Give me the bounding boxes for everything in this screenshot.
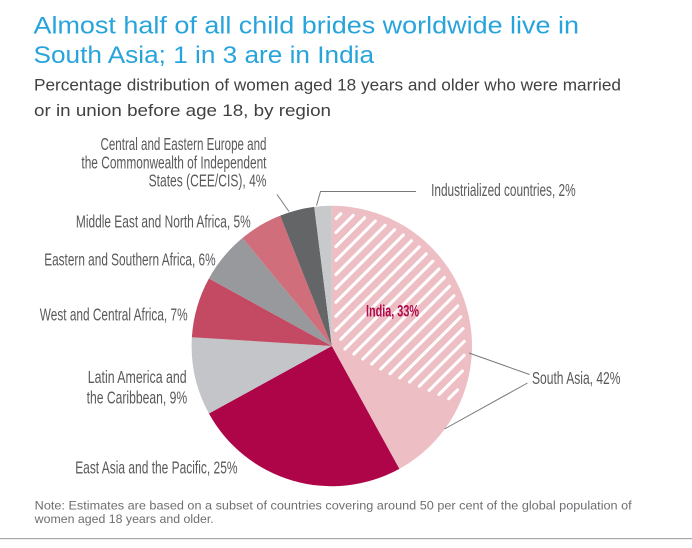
svg-text:Industrialized countries, 2%: Industrialized countries, 2%: [431, 180, 575, 200]
svg-text:East Asia and the Pacific, 25%: East Asia and the Pacific, 25%: [75, 458, 237, 478]
svg-text:Percentage distribution of wom: Percentage distribution of women aged 18…: [34, 76, 621, 95]
svg-text:States (CEE/CIS), 4%: States (CEE/CIS), 4%: [149, 171, 267, 191]
svg-text:South Asia, 42%: South Asia, 42%: [532, 368, 621, 388]
svg-text:South Asia; 1 in 3 are in Indi: South Asia; 1 in 3 are in India: [34, 42, 375, 69]
svg-text:Eastern and Southern Africa, 6: Eastern and Southern Africa, 6%: [44, 250, 215, 270]
svg-text:Almost half of all child bride: Almost half of all child brides worldwid…: [34, 13, 580, 40]
svg-text:or in union before age 18, by: or in union before age 18, by region: [34, 101, 331, 120]
svg-text:India, 33%: India, 33%: [366, 302, 419, 320]
svg-text:Note: Estimates are based on a: Note: Estimates are based on a subset of…: [35, 499, 633, 513]
svg-text:Central and Eastern Europe and: Central and Eastern Europe and: [101, 134, 267, 154]
svg-text:the Caribbean, 9%: the Caribbean, 9%: [87, 388, 188, 408]
svg-text:West and Central Africa, 7%: West and Central Africa, 7%: [40, 304, 188, 324]
svg-text:women aged 18 years and older.: women aged 18 years and older.: [34, 512, 214, 526]
svg-text:Middle East and North Africa,: Middle East and North Africa, 5%: [76, 212, 251, 232]
svg-text:Latin America and: Latin America and: [88, 367, 187, 387]
svg-text:the Commonwealth of Independen: the Commonwealth of Independent: [81, 153, 266, 173]
